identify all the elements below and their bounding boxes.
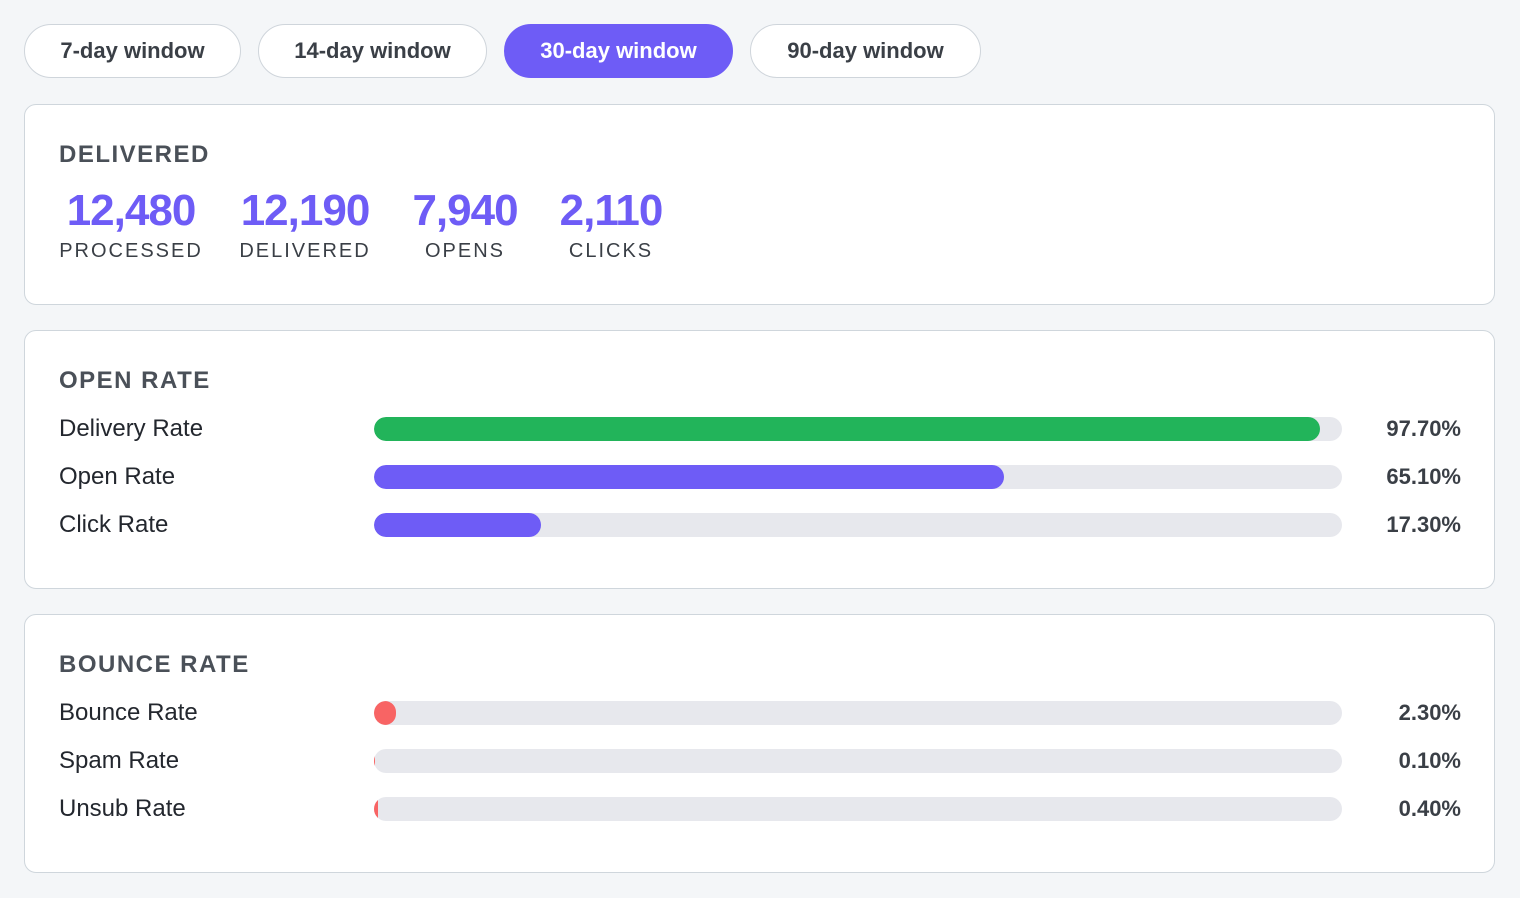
stat-value: 7,940 <box>412 186 518 235</box>
stat-label: DELIVERED <box>239 240 371 262</box>
section-title: DELIVERED <box>59 141 210 168</box>
stat-value: 12,480 <box>66 186 197 235</box>
metric-label: Click Rate <box>59 511 169 538</box>
metric-value: 65.10% <box>1386 464 1461 489</box>
bar-fill <box>374 465 1005 489</box>
metric-label: Delivery Rate <box>59 415 204 442</box>
tab-button[interactable]: 7-day window <box>24 24 241 78</box>
metric-value: 17.30% <box>1386 512 1461 537</box>
bar-track <box>374 465 1342 489</box>
tab-button[interactable]: 30-day window <box>504 24 733 78</box>
metric-label: Bounce Rate <box>59 699 198 726</box>
bar-track <box>374 417 1342 441</box>
bar-track <box>374 513 1342 537</box>
stat-label: PROCESSED <box>59 240 203 262</box>
metric-value: 2.30% <box>1398 700 1461 725</box>
tab-button[interactable]: 90-day window <box>750 24 981 78</box>
bar-fill <box>374 513 542 537</box>
metric-card <box>24 330 1495 589</box>
metric-value: 0.40% <box>1398 796 1461 821</box>
bar-fill <box>374 749 375 773</box>
bar-track <box>374 701 1342 725</box>
tab-button[interactable]: 14-day window <box>258 24 487 78</box>
stat-label: OPENS <box>424 240 506 262</box>
metric-card <box>24 614 1495 873</box>
metric-label: Unsub Rate <box>59 795 186 822</box>
stat-label: CLICKS <box>568 240 654 262</box>
section-title: BOUNCE RATE <box>59 651 250 678</box>
metric-label: Open Rate <box>59 463 176 490</box>
bar-fill <box>374 797 378 821</box>
stat-value: 2,110 <box>559 186 664 235</box>
bar-track <box>374 749 1342 773</box>
bar-track <box>374 797 1342 821</box>
stat-value: 12,190 <box>240 186 371 235</box>
metric-value: 0.10% <box>1398 748 1461 773</box>
summary-card <box>24 104 1495 305</box>
bar-fill <box>374 417 1320 441</box>
bar-fill <box>374 701 397 725</box>
section-title: OPEN RATE <box>59 367 211 394</box>
metric-label: Spam Rate <box>59 747 180 774</box>
metric-value: 97.70% <box>1386 416 1461 441</box>
